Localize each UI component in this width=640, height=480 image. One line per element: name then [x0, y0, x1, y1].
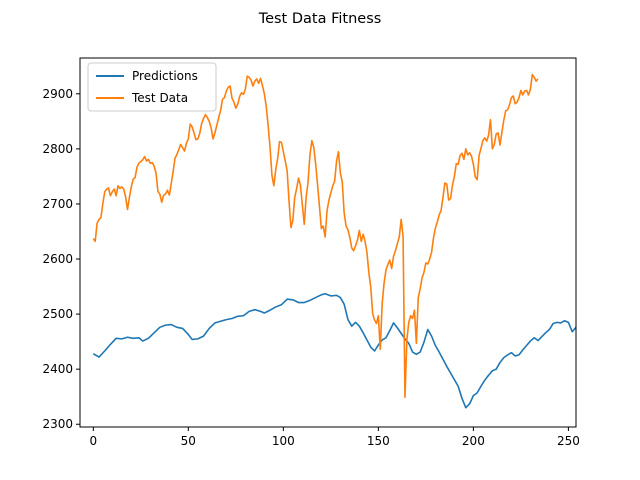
- legend-label-test-data: Test Data: [131, 91, 188, 105]
- axis-ticks: 0 50 100 150 200 250 2300 2400 2500 2600 2700 2800 2…: [42, 87, 579, 448]
- series-line-test-data: [92, 73, 539, 399]
- x-tick-label: 250: [557, 434, 580, 448]
- plot-frame: [79, 57, 577, 428]
- chart-title: Test Data Fitness: [258, 11, 382, 27]
- legend-label-predictions: Predictions: [132, 69, 198, 83]
- y-tick-label: 2300: [42, 417, 73, 431]
- x-tick-label: 150: [367, 434, 390, 448]
- legend: Predictions Test Data: [87, 62, 217, 112]
- series-layer: [92, 73, 576, 409]
- y-tick-label: 2600: [42, 252, 73, 266]
- y-tick-label: 2800: [42, 142, 73, 156]
- y-tick-label: 2400: [42, 362, 73, 376]
- x-tick-label: 0: [89, 434, 97, 448]
- x-tick-label: 200: [462, 434, 485, 448]
- series-line-predictions: [92, 292, 576, 409]
- x-tick-label: 50: [181, 434, 196, 448]
- y-tick-label: 2500: [42, 307, 73, 321]
- y-tick-label: 2700: [42, 197, 73, 211]
- x-tick-label: 100: [272, 434, 295, 448]
- y-tick-label: 2900: [42, 87, 73, 101]
